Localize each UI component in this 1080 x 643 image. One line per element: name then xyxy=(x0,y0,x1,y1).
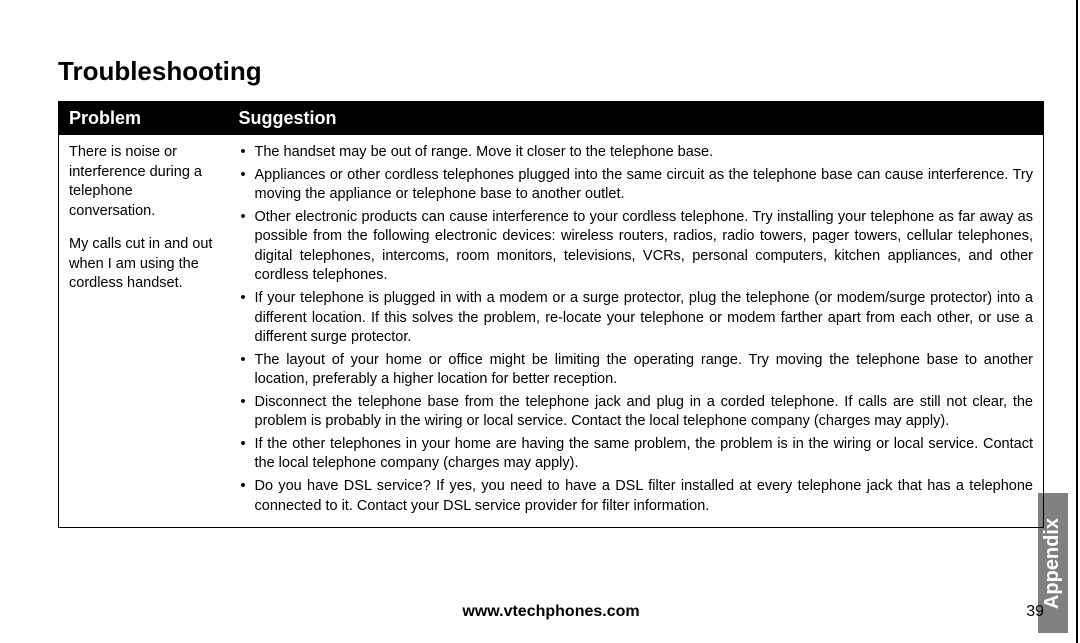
cell-problem: There is noise or interference during a … xyxy=(59,135,229,528)
suggestion-list: The handset may be out of range. Move it… xyxy=(239,143,1034,516)
list-item: If the other telephones in your home are… xyxy=(239,435,1034,474)
cell-suggestion: The handset may be out of range. Move it… xyxy=(229,135,1044,528)
list-item: Other electronic products can cause inte… xyxy=(239,208,1034,286)
page-footer: www.vtechphones.com 39 xyxy=(58,603,1044,621)
footer-url: www.vtechphones.com xyxy=(462,603,639,621)
page-title: Troubleshooting xyxy=(58,56,1044,87)
section-tab-label: Appendix xyxy=(1042,517,1065,608)
page-number: 39 xyxy=(1026,603,1044,621)
problem-text-1: There is noise or interference during a … xyxy=(69,143,219,221)
content-area: Troubleshooting Problem Suggestion There… xyxy=(58,56,1044,528)
page-right-border xyxy=(1076,0,1078,643)
list-item: The layout of your home or office might … xyxy=(239,351,1034,390)
list-item: Do you have DSL service? If yes, you nee… xyxy=(239,477,1034,516)
col-header-problem: Problem xyxy=(59,102,229,136)
list-item: The handset may be out of range. Move it… xyxy=(239,143,1034,163)
list-item: Disconnect the telephone base from the t… xyxy=(239,393,1034,432)
troubleshooting-table: Problem Suggestion There is noise or int… xyxy=(58,101,1044,528)
problem-text-2: My calls cut in and out when I am using … xyxy=(69,235,219,294)
list-item: If your telephone is plugged in with a m… xyxy=(239,289,1034,348)
col-header-suggestion: Suggestion xyxy=(229,102,1044,136)
document-page: Appendix Troubleshooting Problem Suggest… xyxy=(0,0,1080,643)
table-row: There is noise or interference during a … xyxy=(59,135,1044,528)
list-item: Appliances or other cordless telephones … xyxy=(239,166,1034,205)
table-header-row: Problem Suggestion xyxy=(59,102,1044,136)
